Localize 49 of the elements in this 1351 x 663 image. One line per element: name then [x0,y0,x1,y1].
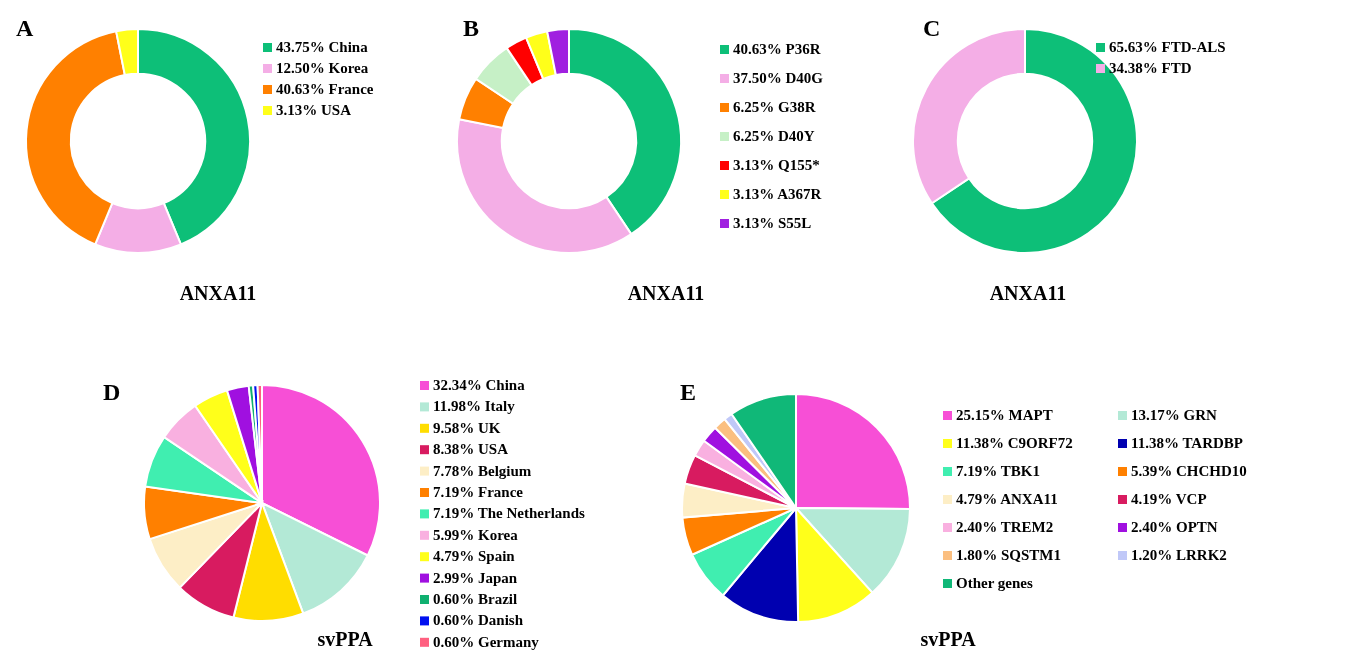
legend-label: 4.19% VCP [1131,491,1207,507]
legend-label: 5.39% CHCHD10 [1131,463,1247,479]
text: ANXA11 [627,282,705,304]
legend-label: 43.75% China [276,39,369,55]
legend-label: 40.63% France [276,81,374,97]
legend-label: 3.13% USA [276,102,352,118]
legend-label: 9.58% UK [433,419,501,436]
legend-label: 0.60% Brazil [433,591,518,607]
text: A [16,15,34,41]
text: svPPA [920,628,977,650]
legend-label: 3.13% S55L [733,215,812,231]
legend-label: 25.15% MAPT [956,407,1053,423]
legend-label: 3.13% Q155* [733,157,820,173]
legend-label: 4.79% ANXA11 [956,491,1058,507]
legend-label: 37.50% D40G [733,70,824,86]
legend-label: 3.13% A367R [733,186,822,202]
text: B [463,15,480,41]
text: svPPA [317,628,374,650]
legend-label: 11.38% C9ORF72 [956,435,1073,451]
legend-label: 8.38% USA [433,441,509,458]
legend-label: 32.34% China [433,377,526,393]
text: ANXA11 [179,282,257,304]
legend-label: 0.60% Germany [433,633,540,650]
legend-label: 2.99% Japan [433,569,518,586]
legend-label: 7.78% Belgium [433,462,532,479]
legend-label: 0.60% Danish [433,612,524,629]
legend-label: 7.19% TBK1 [956,463,1040,479]
legend-label: 11.38% TARDBP [1131,435,1243,451]
legend-label: 5.99% Korea [433,526,519,543]
legend-label: 65.63% FTD-ALS [1109,39,1226,55]
text: ANXA11 [989,282,1067,304]
legend-label: 2.40% TREM2 [956,519,1054,535]
text: E [680,379,697,405]
legend-label: 2.40% OPTN [1131,519,1218,535]
legend-label: 13.17% GRN [1131,407,1217,423]
legend-label: 7.19% The Netherlands [433,505,585,522]
legend-label: Other genes [956,575,1033,591]
legend-label: 1.80% SQSTM1 [956,547,1062,563]
text: D [103,379,121,405]
legend-label: 40.63% P36R [733,41,821,57]
legend-label: 11.98% Italy [433,398,516,415]
legend-label: 12.50% Korea [276,60,369,76]
legend-label: 34.38% FTD [1109,60,1192,76]
legend-label: 6.25% G38R [733,99,816,115]
legend-label: 1.20% LRRK2 [1131,547,1227,563]
legend-label: 7.19% France [433,484,524,500]
legend-label: 6.25% D40Y [733,128,815,144]
legend-label: 4.79% Spain [433,548,516,565]
text: C [923,15,941,41]
